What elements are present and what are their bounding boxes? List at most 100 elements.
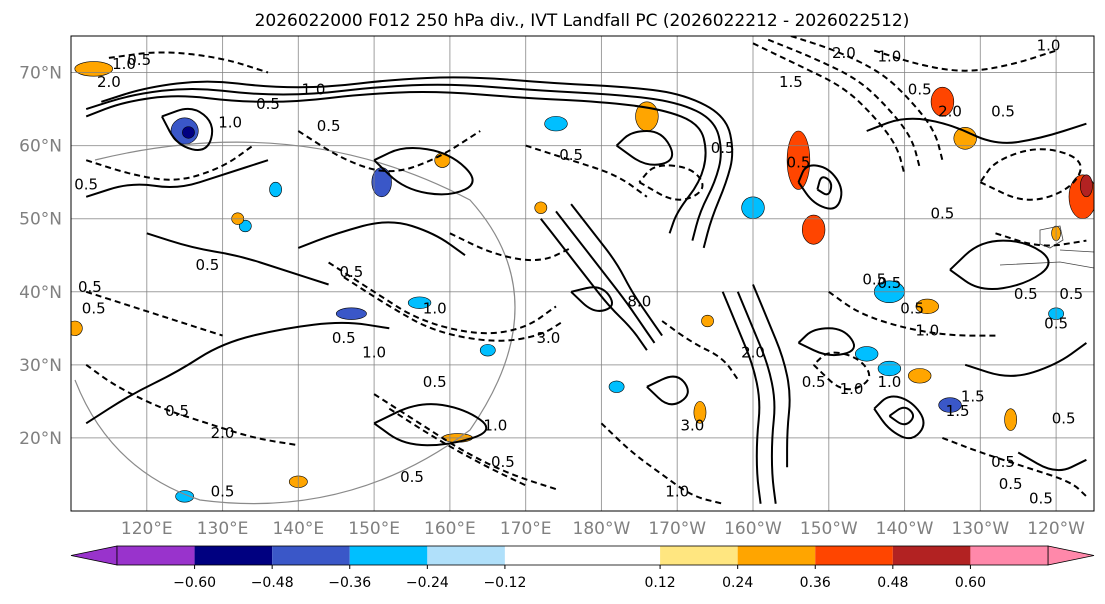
negative-contour <box>752 42 906 176</box>
negative-contour <box>373 393 557 491</box>
contour-label: 0.5 <box>991 453 1015 471</box>
contour-label: 1.0 <box>218 113 242 131</box>
negative-contour <box>85 144 254 181</box>
coastline-north-america <box>999 225 1094 269</box>
contour-label: 0.5 <box>332 329 356 347</box>
negative-contour <box>942 436 1088 498</box>
negative-contour <box>812 351 871 391</box>
contour-label: 0.5 <box>256 95 280 113</box>
contour-label: 1.0 <box>302 80 326 98</box>
colorbar-segment <box>349 546 428 565</box>
contour-label: 0.5 <box>195 256 219 274</box>
lat-label: 30°N <box>19 356 62 376</box>
divergence-patch <box>701 314 714 328</box>
positive-contour <box>949 239 1050 291</box>
positive-contour <box>297 221 466 257</box>
positive-contour <box>888 406 915 426</box>
positive-contour <box>570 286 614 312</box>
divergence-patch <box>930 86 955 117</box>
contour-label: 0.5 <box>400 468 424 486</box>
colorbar-tick-label: −0.24 <box>406 575 449 591</box>
contour-label: 0.5 <box>862 270 886 288</box>
lat-label: 50°N <box>19 210 62 230</box>
contour-label: 2.0 <box>741 344 765 362</box>
contour-label: 1.0 <box>915 322 939 340</box>
lon-label: 130°E <box>197 519 249 539</box>
positive-contour <box>816 176 833 196</box>
colorbar-segment <box>660 546 738 565</box>
contour-label: 0.5 <box>991 102 1015 120</box>
lon-label: 130°W <box>951 519 1009 539</box>
lon-label: 120°E <box>121 519 173 539</box>
map-frame <box>70 35 1095 512</box>
negative-contour <box>828 290 996 337</box>
contour-label: 0.5 <box>491 453 515 471</box>
colorbar: −0.60 −0.48 −0.36 −0.24 −0.12 0.12 0.24 0.36 0.4… <box>70 545 1095 591</box>
negative-contour <box>449 232 572 262</box>
contour-label: 0.5 <box>82 300 106 318</box>
lon-label: 140°E <box>272 519 324 539</box>
positive-contour <box>797 327 855 357</box>
divergence-patch <box>335 307 367 320</box>
contour-label: 0.5 <box>1052 409 1076 427</box>
positive-contour <box>540 218 648 351</box>
positive-contour <box>752 284 791 468</box>
contour-label: 0.5 <box>559 146 583 164</box>
colorbar-segment <box>970 546 1048 565</box>
divergence-patch <box>238 219 252 233</box>
divergence-patch <box>693 401 707 424</box>
contour-label: 1.0 <box>362 344 386 362</box>
lon-label: 180°W <box>573 519 631 539</box>
positive-contour <box>736 291 777 504</box>
colorbar-tick-label: 0.36 <box>800 575 831 591</box>
contour-label: 3.0 <box>536 329 560 347</box>
positive-contour <box>964 342 1087 377</box>
colorbar-extend-min <box>70 545 118 566</box>
lon-label: 150°E <box>348 519 400 539</box>
positive-contour <box>85 91 707 234</box>
lon-label: 120°W <box>1027 519 1085 539</box>
divergence-patch <box>1004 408 1018 431</box>
contour-label: 1.5 <box>961 387 985 405</box>
colorbar-tick-label: 0.48 <box>877 575 908 591</box>
contour-label: 1.0 <box>665 482 689 500</box>
positive-contour <box>797 164 843 210</box>
positive-contour <box>1017 451 1087 472</box>
contour-label: 1.0 <box>840 380 864 398</box>
contour-label: 0.5 <box>339 263 363 281</box>
colorbar-tick-label: 0.24 <box>722 575 753 591</box>
chart-title: 2026022000 F012 250 hPa div., IVT Landfa… <box>255 11 910 31</box>
colorbar-segment <box>815 546 893 565</box>
contour-label: 0.5 <box>877 274 901 292</box>
divergence-patch <box>938 397 962 413</box>
contour-label: 0.5 <box>78 278 102 296</box>
contour-label: 1.0 <box>483 417 507 435</box>
colorbar-tick-label: 0.60 <box>955 575 986 591</box>
colorbar-segment <box>194 546 273 565</box>
divergence-patch <box>182 126 195 139</box>
divergence-patch <box>175 490 195 503</box>
colorbar-segment <box>427 546 505 565</box>
positive-contour <box>85 321 390 425</box>
lon-label: 150°W <box>800 519 858 539</box>
contour-label: 0.5 <box>74 175 98 193</box>
positive-contour <box>866 117 1087 144</box>
divergence-patch <box>479 344 496 357</box>
contour-labels: 0.52.01.01.0 0.50.51.00.50.50.50.51.01.00… <box>74 37 1083 508</box>
negative-contour <box>767 38 921 168</box>
divergence-patch <box>608 380 625 393</box>
contour-label: 0.5 <box>787 154 811 172</box>
positive-contour <box>85 83 722 241</box>
colorbar-segment <box>737 546 816 565</box>
contour-label: 0.5 <box>711 139 735 157</box>
divergence-patch <box>855 346 879 362</box>
colorbar-tick-label: −0.36 <box>328 575 371 591</box>
contour-label: 0.5 <box>165 402 189 420</box>
contour-label: 0.5 <box>802 373 826 391</box>
contour-label: 8.0 <box>627 292 651 310</box>
longitude-labels: 120°E 130°E 140°E 150°E 160°E 170°E 180°W 170°W… <box>121 519 1085 539</box>
divergence-patch <box>71 320 83 336</box>
colorbar-outline <box>116 545 1049 566</box>
positive-contour <box>100 76 734 249</box>
graticule <box>71 36 1094 511</box>
